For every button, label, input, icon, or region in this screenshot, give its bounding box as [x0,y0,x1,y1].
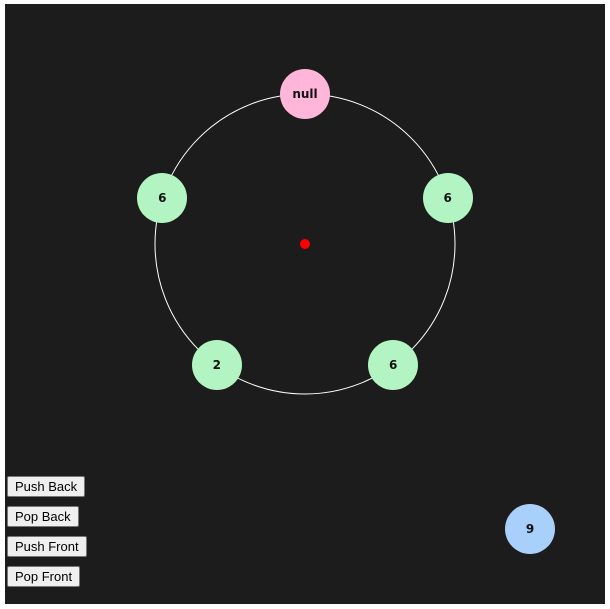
push-back-button[interactable]: Push Back [7,476,86,497]
pop-front-button[interactable]: Pop Front [7,566,81,587]
ring-node[interactable]: 6 [422,172,473,223]
ring-node[interactable]: null [280,69,330,119]
pop-back-button[interactable]: Pop Back [7,506,79,527]
pending-node-label: 9 [525,522,535,536]
deque-visualization-canvas: null 6 6 2 6 9 Push Back Pop Back Push Front… [5,4,605,604]
pending-node[interactable]: 9 [505,504,555,554]
ring-node[interactable]: 6 [137,172,188,223]
ring-node-label: 6 [388,358,398,373]
push-front-button[interactable]: Push Front [7,536,87,557]
ring-node[interactable]: 2 [191,340,242,391]
ring-node-label: 6 [158,190,167,205]
controls-panel: Push Back Pop Back Push Front Pop Front [7,476,87,596]
ring-node-label: 6 [443,190,452,205]
ring-node-label: 2 [212,358,221,373]
ring-center-dot [300,239,310,249]
ring-node-label: null [292,87,318,101]
ring-node[interactable]: 6 [368,340,419,391]
